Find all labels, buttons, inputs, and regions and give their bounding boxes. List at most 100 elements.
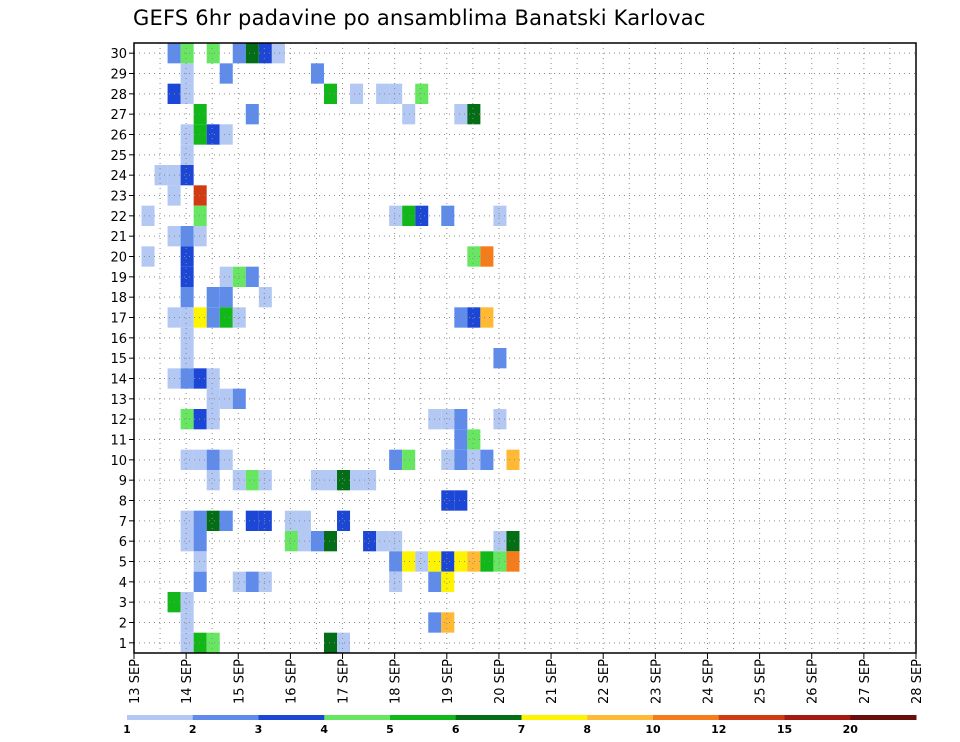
heatmap-cell	[180, 63, 194, 84]
x-tick-label: 18 SEP	[389, 659, 404, 704]
heatmap-cell	[180, 165, 194, 186]
colorbar-swatch	[850, 715, 917, 720]
heatmap-cell	[402, 205, 416, 226]
heatmap-cell	[258, 510, 272, 531]
heatmap-cell	[206, 388, 220, 409]
heatmap-cell	[206, 124, 220, 145]
y-tick-label: 12	[110, 413, 127, 428]
colorbar-swatch	[587, 715, 654, 720]
y-tick-label: 22	[110, 210, 127, 225]
heatmap-cell	[180, 246, 194, 267]
heatmap-cell	[245, 104, 259, 125]
heatmap-cell	[219, 388, 233, 409]
x-tick-label: 15 SEP	[232, 659, 247, 704]
heatmap-cell	[480, 246, 494, 267]
heatmap-cell	[219, 266, 233, 287]
heatmap-cell	[258, 571, 272, 592]
y-tick-label: 25	[110, 149, 127, 164]
heatmap-cell	[337, 470, 351, 491]
heatmap-cell	[206, 287, 220, 308]
heatmap-cell	[337, 632, 351, 653]
heatmap-cell	[219, 307, 233, 328]
heatmap-cell	[467, 246, 481, 267]
heatmap-cell	[193, 449, 207, 470]
y-tick-label: 1	[119, 637, 127, 652]
heatmap-cell	[180, 226, 194, 247]
heatmap-cell	[193, 551, 207, 572]
heatmap-cell	[219, 510, 233, 531]
plot-frame	[133, 42, 917, 654]
x-tick-label: 24 SEP	[701, 659, 716, 704]
y-tick-label: 24	[110, 169, 127, 184]
heatmap-cell	[454, 551, 468, 572]
heatmap-cell	[180, 327, 194, 348]
colorbar-swatch	[127, 715, 194, 720]
heatmap-cell	[245, 266, 259, 287]
colorbar-label: 8	[583, 723, 591, 736]
heatmap-cell	[258, 287, 272, 308]
heatmap-cell	[245, 571, 259, 592]
chart-title: GEFS 6hr padavine po ansamblima Banatski…	[133, 6, 706, 30]
heatmap-cell	[506, 531, 520, 552]
colorbar-swatch	[258, 715, 325, 720]
heatmap-cell	[310, 531, 324, 552]
heatmap-cell	[323, 470, 338, 491]
colorbar-swatch	[455, 715, 522, 720]
heatmap-cell	[310, 63, 324, 84]
y-tick-label: 27	[110, 108, 127, 123]
heatmap-cell	[193, 104, 207, 125]
x-tick-label: 21 SEP	[545, 659, 560, 704]
heatmap-cell	[480, 551, 494, 572]
heatmap-cell	[441, 551, 455, 572]
x-tick-label: 23 SEP	[649, 659, 664, 704]
heatmap-cell	[245, 43, 259, 64]
y-tick-label: 2	[119, 617, 127, 632]
heatmap-cell	[454, 490, 468, 511]
heatmap-cell	[415, 551, 429, 572]
x-tick-label: 13 SEP	[128, 659, 143, 704]
y-tick-label: 10	[110, 454, 127, 469]
cells-layer	[141, 43, 520, 653]
heatmap-cell	[180, 348, 194, 369]
heatmap-cell	[180, 144, 194, 165]
heatmap-cell	[193, 307, 207, 328]
heatmap-cell	[193, 571, 207, 592]
colorbar-label: 6	[452, 723, 460, 736]
colorbar: 1 2 3 4 5 6 7 8 10 12 15 20	[123, 715, 917, 736]
x-tick-label: 17 SEP	[337, 659, 352, 704]
heatmap-cell	[284, 531, 298, 552]
heatmap-cell	[206, 368, 220, 389]
y-tick-label: 17	[110, 312, 127, 327]
heatmap-cell	[258, 470, 272, 491]
heatmap-cell	[350, 83, 364, 104]
heatmap-cell	[193, 531, 207, 552]
heatmap-cell	[454, 429, 468, 450]
heatmap-cell	[180, 83, 194, 104]
heatmap-cell	[441, 490, 455, 511]
colorbar-swatch	[653, 715, 720, 720]
y-tick-label: 14	[110, 373, 127, 388]
heatmap-cell	[467, 429, 481, 450]
heatmap-cell	[206, 449, 220, 470]
heatmap-cell	[180, 287, 194, 308]
heatmap-cell	[258, 43, 272, 64]
colorbar-swatch	[390, 715, 457, 720]
heatmap-cell	[141, 205, 155, 226]
colorbar-label: 12	[711, 723, 726, 736]
y-tick-label: 11	[110, 434, 127, 449]
heatmap-cell	[154, 165, 168, 186]
heatmap-cell	[180, 307, 194, 328]
x-axis-ticks: 13 SEP 14 SEP 15 SEP 16 SEP 17 SEP 18 SEP 19 S…	[128, 653, 925, 704]
heatmap-cell	[193, 368, 207, 389]
y-axis-ticks: 1234567891011121314151617181920212223242…	[110, 47, 134, 652]
heatmap-cell	[376, 83, 390, 104]
colorbar-swatch	[192, 715, 259, 720]
x-tick-label: 16 SEP	[284, 659, 299, 704]
colorbar-label: 15	[777, 723, 792, 736]
heatmap-cell	[180, 632, 194, 653]
colorbar-label: 5	[386, 723, 394, 736]
colorbar-label: 20	[843, 723, 859, 736]
heatmap-cell	[284, 510, 298, 531]
heatmap-cell	[180, 510, 194, 531]
heatmap-cell	[245, 510, 259, 531]
